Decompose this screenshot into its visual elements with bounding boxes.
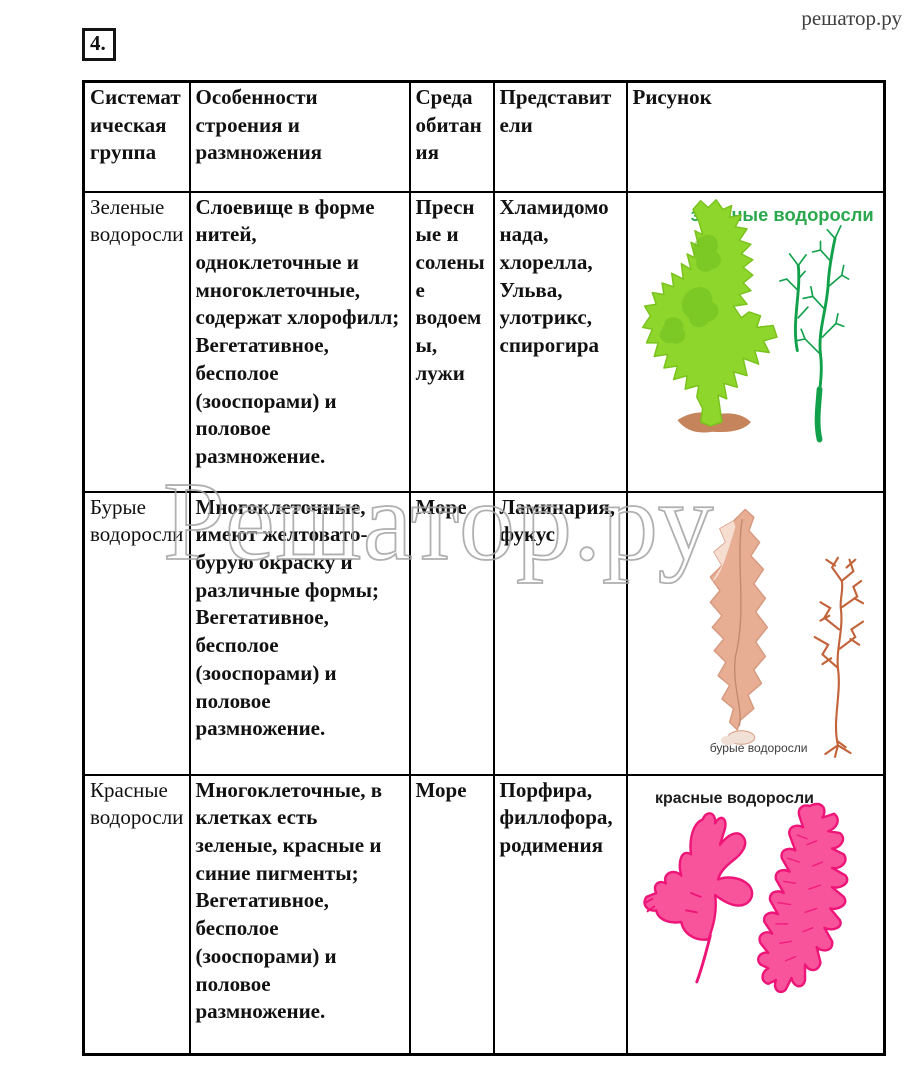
cell-features-green: Слоевище в форме нитей, одноклеточные и … xyxy=(188,190,411,493)
cell-representatives-red: Порфира, филлофора, родимения xyxy=(492,773,628,1056)
table-header-row: Систематическая группа Особенности строе… xyxy=(82,80,886,193)
red-algae-illustration: красные водоросли xyxy=(642,790,848,993)
kelp-frond xyxy=(709,508,768,731)
red-algae-stem xyxy=(694,933,712,983)
site-label: решатор.ру xyxy=(801,6,902,30)
green-algae-shading xyxy=(659,234,721,344)
red-algae-wrinkles xyxy=(774,833,823,961)
task-number-badge: 4. xyxy=(82,28,116,61)
cell-picture-red: красные водоросли xyxy=(625,773,886,1056)
kelp-highlight xyxy=(711,520,735,581)
cell-habitat-green: Пресные и соленые водоемы, лужи xyxy=(408,190,495,493)
red-algae-blade xyxy=(756,802,848,993)
green-sprig-main xyxy=(793,236,836,441)
kelp-vein xyxy=(733,518,743,726)
col-header-features: Особенности строения и размножения xyxy=(188,80,411,193)
cell-group-green: Зеленые водоросли xyxy=(82,190,191,493)
fucus-branch xyxy=(813,556,864,758)
cell-representatives-brown: Ламинария, фукус xyxy=(492,490,628,776)
cell-habitat-red: Море xyxy=(408,773,495,1056)
kelp-holdfast-small xyxy=(720,735,736,745)
col-header-representatives: Представители xyxy=(492,80,628,193)
green-algae-illustration: зеленые водоросли xyxy=(641,198,873,442)
cell-picture-brown: бурые водоросли xyxy=(625,490,886,776)
table-row-green-algae: Зеленые водоросли Слоевище в форме нитей… xyxy=(82,190,886,493)
brown-algae-caption: бурые водоросли xyxy=(709,741,807,755)
green-sprig-branches xyxy=(778,224,849,355)
brown-algae-illustration: бурые водоросли xyxy=(709,508,864,758)
algae-table: Систематическая группа Особенности строе… xyxy=(82,80,886,1056)
col-header-picture: Рисунок xyxy=(625,80,886,193)
col-header-habitat: Среда обитания xyxy=(408,80,495,193)
table-row-red-algae: Красные водоросли Многоклеточные, в клет… xyxy=(82,773,886,1056)
red-algae-palmate-notches xyxy=(644,891,702,913)
red-algae-caption: красные водоросли xyxy=(654,790,813,807)
cell-features-red: Многоклеточные, в клетках есть зеленые, … xyxy=(188,773,411,1056)
cell-features-brown: Многоклеточные, имеют желтовато-бурую ок… xyxy=(188,490,411,776)
cell-picture-green: зеленые водоросли xyxy=(625,190,886,493)
cell-habitat-brown: Море xyxy=(408,490,495,776)
red-algae-palmate xyxy=(642,811,753,941)
cell-representatives-green: Хламидомонада, хлорелла, Ульва, улотрикс… xyxy=(492,190,628,493)
col-header-group: Систематическая группа xyxy=(82,80,191,193)
cell-group-brown: Бурые водоросли xyxy=(82,490,191,776)
cell-group-red: Красные водоросли xyxy=(82,773,191,1056)
table-row-brown-algae: Бурые водоросли Многоклеточные, имеют же… xyxy=(82,490,886,776)
